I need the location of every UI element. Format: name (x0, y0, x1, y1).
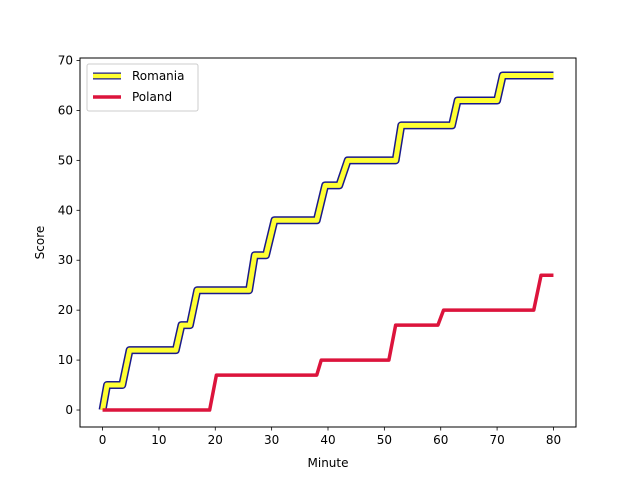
x-tick-label: 80 (546, 433, 561, 447)
y-axis-ticks: 0 10 20 30 40 50 60 70 (58, 53, 80, 417)
x-tick-label: 50 (377, 433, 392, 447)
x-axis-label: Minute (308, 456, 349, 470)
y-tick-label: 40 (58, 203, 73, 217)
x-tick-label: 40 (320, 433, 335, 447)
y-tick-label: 60 (58, 103, 73, 117)
y-tick-label: 70 (58, 53, 73, 67)
x-tick-label: 30 (264, 433, 279, 447)
x-tick-label: 0 (99, 433, 107, 447)
x-axis-ticks: 0 10 20 30 40 50 60 70 80 (99, 427, 561, 447)
x-tick-label: 20 (208, 433, 223, 447)
series-poland-line (102, 273, 554, 412)
y-tick-label: 30 (58, 253, 73, 267)
legend-label-poland: Poland (132, 90, 172, 104)
x-tick-label: 70 (489, 433, 504, 447)
y-tick-label: 0 (65, 403, 73, 417)
y-tick-label: 20 (58, 303, 73, 317)
y-tick-label: 10 (58, 353, 73, 367)
y-axis-label: Score (33, 226, 47, 260)
legend-label-romania: Romania (132, 69, 184, 83)
x-tick-label: 10 (151, 433, 166, 447)
series-layer (98, 71, 554, 412)
legend: Romania Poland (86, 63, 199, 112)
axes-frame (79, 57, 577, 428)
x-tick-label: 60 (433, 433, 448, 447)
y-tick-label: 50 (58, 153, 73, 167)
series-romania-line (100, 72, 554, 411)
